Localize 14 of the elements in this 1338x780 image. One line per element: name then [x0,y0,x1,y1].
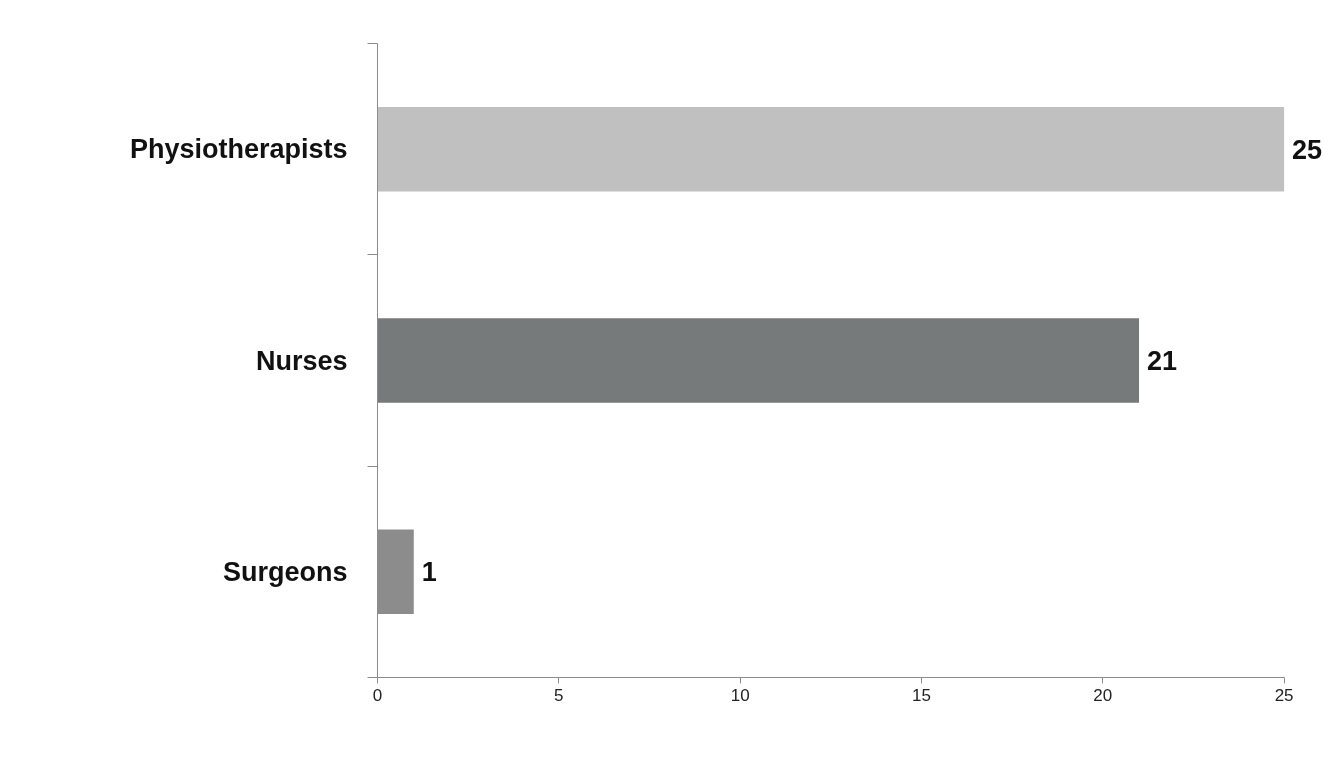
bar [377,318,1140,403]
data-label: 25 [1292,134,1323,165]
y-tick-label: Nurses [255,345,348,376]
x-tick-label: 5 [554,685,564,705]
y-tick-label: Surgeons [222,556,348,587]
x-tick-label: 0 [372,685,383,705]
x-tick-label: 10 [730,685,750,705]
x-tick-label: 20 [1093,685,1113,705]
data-label: 1 [421,557,437,588]
x-tick-label: 25 [1274,685,1294,705]
bar [377,106,1285,192]
y-tick-label: Physiotherapists [129,134,348,165]
data-label: 21 [1147,346,1178,376]
x-tick-label: 15 [912,685,931,705]
